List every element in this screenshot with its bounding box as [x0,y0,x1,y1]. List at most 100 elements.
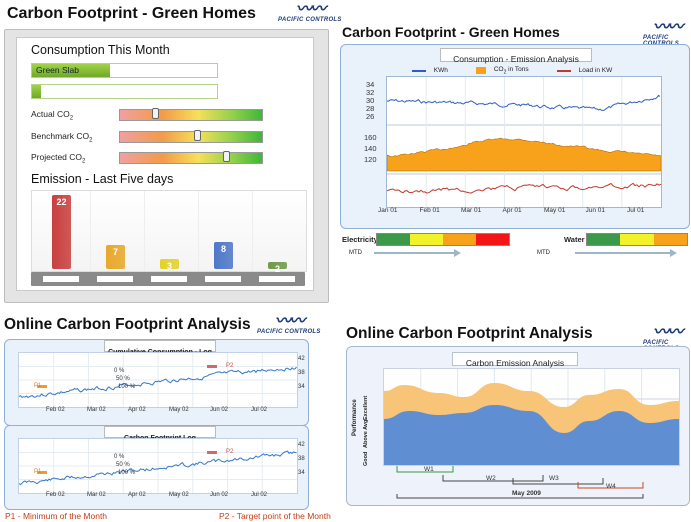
level-excellent: Excellent [363,395,369,420]
p3-xtick: Apr 02 [128,407,146,413]
cumulative-chart-area [18,352,298,408]
p2-xtick: Apr 01 [502,207,522,214]
p2-ytick-mid: 160 [364,133,377,142]
p3-xtick: Feb 02 [46,407,65,413]
emission-bar-value-0: 22 [56,197,67,207]
p3-pct-label: 50 % [116,376,130,382]
emission-bar-value-4: 2 [274,264,280,275]
p3-pct-label: 100 % [118,384,136,390]
p3-pct-label: 0 % [114,368,125,374]
emission-bar-4[interactable]: 2 [268,262,287,274]
p3-ytick: 34 [298,470,305,476]
p3-ytick: 42 [298,442,305,448]
p3-xtick: Jun 02 [210,407,229,413]
footprint-log-title-box: Carbon Footprint Log [104,426,216,442]
gauge-knob-1[interactable] [194,130,202,141]
p2-point-label: P2 [226,363,234,369]
p3-xtick: Mar 02 [87,492,106,498]
gauge-knob-0[interactable] [151,108,159,119]
emission-grid-line [144,191,145,271]
mtd-label-1: MTD [349,250,362,256]
mtd-arrow-icon-2 [670,249,677,257]
legend-load: Load in KW [578,67,613,75]
cumulative-line-chart [18,353,297,407]
panel2-title: Carbon Footprint - Green Homes [342,24,560,40]
water-band-2 [653,234,687,245]
co2-swatch [475,67,486,75]
emission-area-chart [384,369,679,465]
gauge-bar-1 [119,131,263,143]
emission-chart: 22 7 3 8 2 [31,190,307,274]
p2-ytick-top: 34 [366,80,375,89]
p3-xtick: Jul 02 [251,407,268,413]
week-w4: W4 [606,483,616,490]
p3-xtick: Jul 02 [251,492,268,498]
emission-title: Emission - Last Five days [31,172,174,186]
p3-pct-label: 50 % [116,462,130,468]
p2-ytick-mid: 120 [364,155,377,164]
p3-pct-label: 0 % [114,454,125,460]
electricity-band-1 [410,234,443,245]
p2-ytick-top: 30 [366,96,375,105]
gauge-bar-0 [119,109,263,121]
log-series [18,366,297,399]
p2-xtick: May 01 [544,207,566,214]
w1-bracket [396,466,454,473]
p3-xtick: Jun 02 [210,492,229,498]
p2-multi-chart [386,77,662,207]
mtd-track-1 [374,252,454,254]
p2-xtick: Jun 01 [585,207,606,214]
w3-bracket [512,478,604,485]
green-slab-label: Green Slab [36,65,79,75]
level-above-avg: Above Avg. [363,418,369,448]
p3-ytick: 34 [298,384,305,390]
p3-ytick: 38 [298,370,305,376]
electricity-band-3 [476,234,509,245]
p2-note: P2 - Target point of the Month [219,511,331,521]
footprint-log-line-chart [18,439,297,493]
p2-chart-area [386,76,662,208]
p2-chart-title-box: Consumption - Emission Analysis [440,48,592,64]
mtd-arrow-icon-1 [454,249,461,257]
panel3-title: Online Carbon Footprint Analysis [4,316,251,333]
p1-marker [37,385,47,388]
gauge-label-1: Benchmark CO2 [31,131,93,144]
level-good: Good [363,451,369,466]
gauge-label-2: Projected CO2 [31,152,86,165]
p3-pct-label: 100 % [118,470,136,476]
green-slab-bar: Green Slab [31,63,218,78]
week-w3: W3 [549,475,559,482]
p3-xtick: Apr 02 [128,492,146,498]
emission-bar-2[interactable]: 3 [160,258,179,271]
footprint-log-area [18,438,298,494]
p2-xtick: Feb 01 [419,207,440,214]
emission-bar-1[interactable]: 7 [106,245,125,269]
performance-label: Performance [352,399,358,436]
p3-xtick: May 02 [169,407,189,413]
p1-note: P1 - Minimum of the Month [5,511,108,521]
pacific-controls-logo-3: 〰〰 PACIFIC CONTROLS [257,313,321,336]
p2-xtick: Jul 01 [627,207,645,214]
week-w1: W1 [424,466,434,473]
gauge-bar-2 [119,152,263,164]
load-swatch [556,69,571,72]
mtd-label-2: MTD [537,250,550,256]
consumption-slab-bar [31,84,218,99]
p3-ytick: 42 [298,356,305,362]
emission-bar-3[interactable]: 8 [214,242,233,269]
emission-analysis-title: Carbon Emission Analysis [465,358,565,368]
pacific-controls-logo: 〰〰 PACIFIC CONTROLS [278,1,342,24]
p1-point-label: P1 [34,469,42,475]
p2-xtick: Jan 01 [378,207,398,214]
p3-xtick: May 02 [169,492,189,498]
gauge-knob-2[interactable] [222,151,230,162]
water-band-0 [587,234,621,245]
kwh-series [386,94,661,111]
emission-axis-box-4 [259,276,295,282]
co2-series [386,137,662,172]
kwh-swatch [411,69,426,72]
emission-bar-0[interactable]: 22 [52,195,71,269]
p3-xtick: Mar 02 [87,407,106,413]
logo-wave-icon: 〰〰 [652,19,683,36]
p2-marker [207,451,217,454]
